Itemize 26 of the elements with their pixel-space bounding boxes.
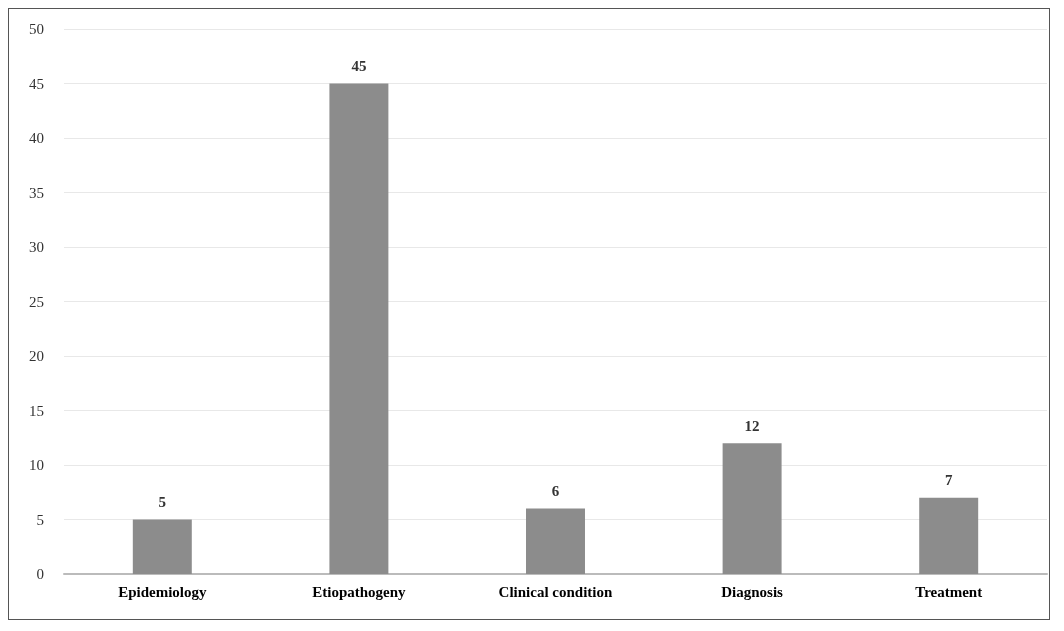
data-label: 45 xyxy=(351,58,367,74)
bar xyxy=(722,443,782,574)
data-label: 6 xyxy=(551,483,560,500)
data-label: 7 xyxy=(944,472,953,489)
x-tick-label: Etiopathogeny xyxy=(312,583,407,600)
y-tick-label: 30 xyxy=(29,239,44,255)
x-tick-label: Clinical condition xyxy=(498,583,614,600)
y-tick-label: 10 xyxy=(29,457,44,473)
bar xyxy=(132,519,192,574)
y-tick-label: 50 xyxy=(29,21,44,37)
data-label: 12 xyxy=(744,417,760,434)
bar xyxy=(526,508,585,574)
data-label: 5 xyxy=(158,494,167,510)
x-tick-label: Epidemiology xyxy=(118,583,207,600)
y-tick-label: 5 xyxy=(36,511,44,528)
x-tick-label: Treatment xyxy=(915,583,983,600)
bar xyxy=(919,497,979,574)
y-tick-label: 15 xyxy=(29,402,44,419)
y-tick-label: 45 xyxy=(29,75,44,92)
y-tick-label: 25 xyxy=(29,293,44,310)
bar xyxy=(329,83,389,574)
y-tick-label: 40 xyxy=(29,130,44,146)
x-tick-label: Diagnosis xyxy=(721,583,784,600)
y-tick-label: 0 xyxy=(36,566,44,582)
y-tick-label: 20 xyxy=(29,348,44,364)
y-tick-label: 35 xyxy=(29,184,44,201)
